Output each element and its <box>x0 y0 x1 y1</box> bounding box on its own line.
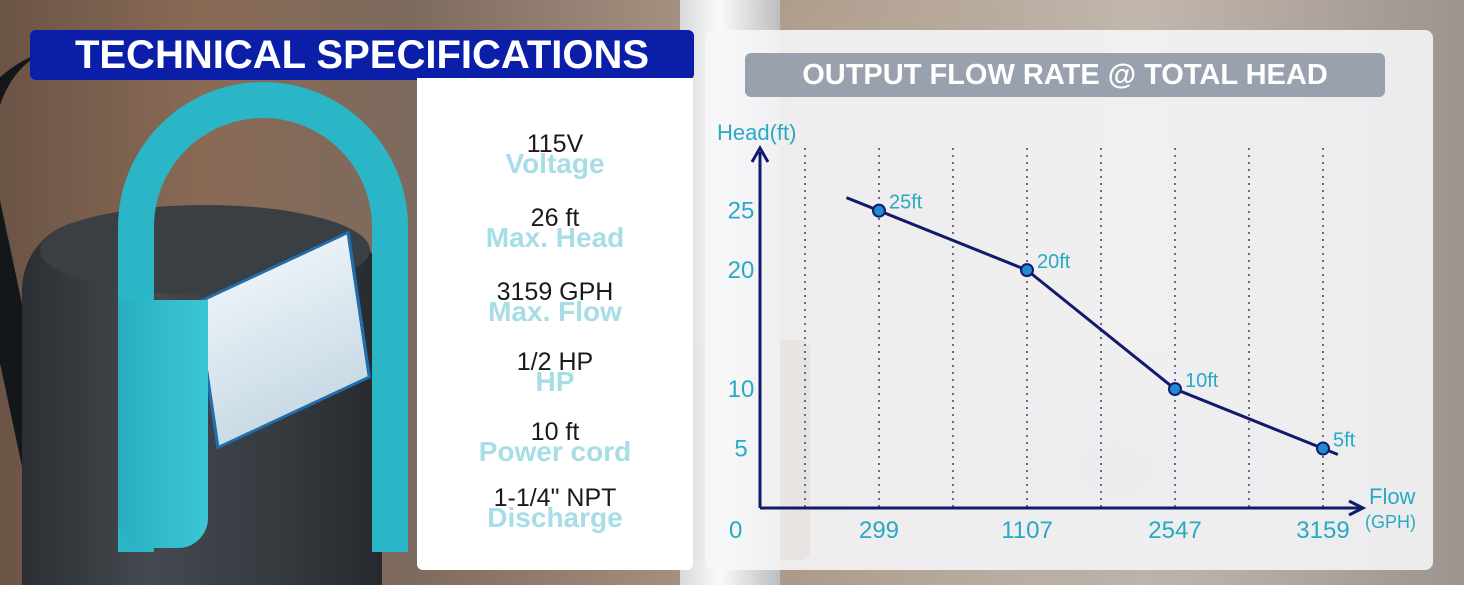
spec-value: 26 ft <box>530 204 580 232</box>
x-tick-label: 1107 <box>1001 517 1053 544</box>
data-point-label: 25ft <box>889 192 923 214</box>
page-title: TECHNICAL SPECIFICATIONS <box>74 32 650 77</box>
y-tick-label: 20 <box>728 257 755 284</box>
spec-label: Max. Flow <box>488 296 622 327</box>
y-tick-label: 10 <box>728 376 755 403</box>
spec-row-hp: HP 1/2 HP <box>417 336 693 397</box>
spec-row-voltage: Voltage 115V <box>417 118 693 179</box>
spec-value: 115V <box>526 130 584 158</box>
x-tick-label: 299 <box>859 517 899 544</box>
x-tick-label: 2547 <box>1148 517 1201 544</box>
spec-label: HP <box>535 366 575 397</box>
data-point <box>1020 263 1034 278</box>
spec-label: Voltage <box>505 148 605 179</box>
chart-title: OUTPUT FLOW RATE @ TOTAL HEAD <box>802 58 1328 91</box>
origin-label: 0 <box>729 517 742 544</box>
chart-title-banner: OUTPUT FLOW RATE @ TOTAL HEAD <box>745 53 1385 97</box>
spec-row-discharge: Discharge 1-1/4" NPT <box>417 472 693 533</box>
flow-chart: Head(ft) Flow (GPH) 0 5 10 20 25 299 1107 2547 3159… <box>717 120 1416 544</box>
y-tick-label: 5 <box>734 436 747 463</box>
spec-label: Max. Head <box>485 222 625 253</box>
spec-value: 10 ft <box>530 418 580 446</box>
title-banner: TECHNICAL SPECIFICATIONS <box>30 30 694 80</box>
y-axis-title: Head(ft) <box>717 120 796 145</box>
flow-curve <box>845 196 1339 456</box>
y-axis-arrow <box>750 144 770 163</box>
x-tick-label: 3159 <box>1296 517 1349 544</box>
spec-value: 3159 GPH <box>496 278 614 306</box>
x-axis-title: Flow <box>1369 484 1416 509</box>
data-point <box>1316 441 1330 456</box>
spec-label: Power cord <box>478 436 632 467</box>
spec-row-max-head: Max. Head 26 ft <box>417 192 693 253</box>
data-point <box>872 203 886 218</box>
spec-panel: Voltage 115V Max. Head 26 ft Max. Flow 3… <box>417 78 693 570</box>
data-point <box>1168 382 1182 397</box>
spec-row-power-cord: Power cord 10 ft <box>417 406 693 467</box>
spec-value: 1/2 HP <box>516 348 594 376</box>
spec-label: Discharge <box>487 502 623 533</box>
spec-row-max-flow: Max. Flow 3159 GPH <box>417 266 693 327</box>
data-point-label: 5ft <box>1333 430 1356 452</box>
chart-panel: OUTPUT FLOW RATE @ TOTAL HEAD Head(ft) Fl… <box>705 30 1433 570</box>
y-tick-label: 25 <box>728 198 755 225</box>
spec-value: 1-1/4" NPT <box>493 484 617 512</box>
x-axis-unit: (GPH) <box>1365 512 1416 532</box>
pump-handle-leg-graphic <box>118 300 208 548</box>
x-axis-arrow <box>1348 499 1367 517</box>
data-point-label: 10ft <box>1185 370 1219 392</box>
data-point-label: 20ft <box>1037 251 1071 273</box>
